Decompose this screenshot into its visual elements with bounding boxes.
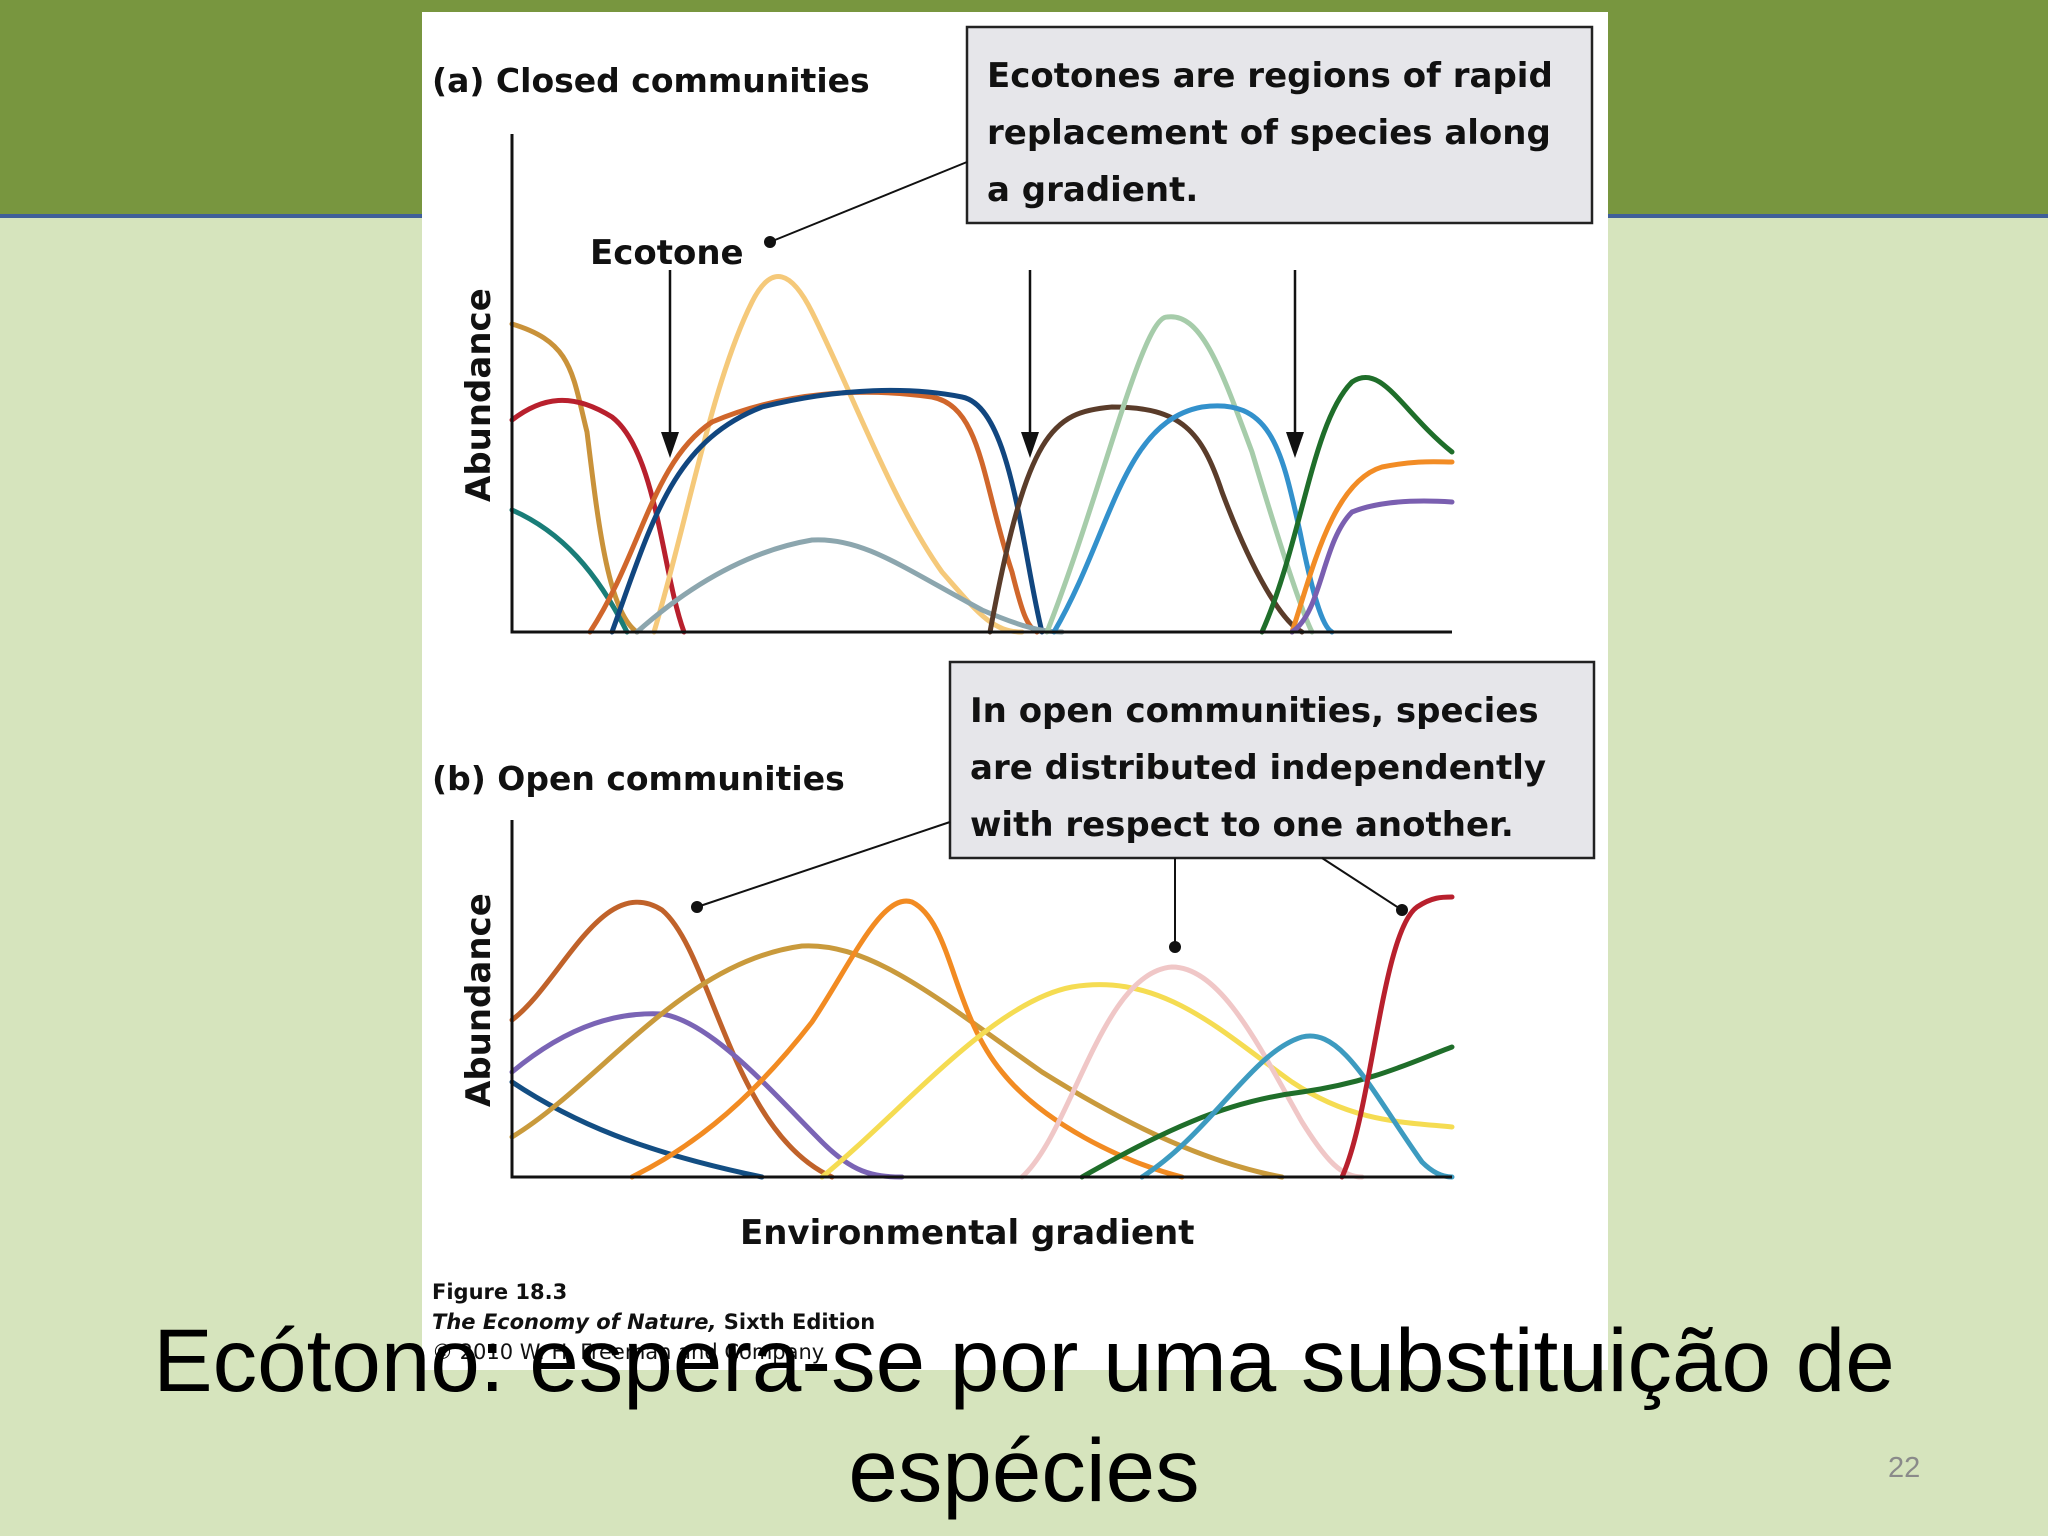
callout-a-line2: replacement of species along	[987, 113, 1551, 153]
ecotone-leader-dot	[764, 236, 776, 248]
ecotone-label: Ecotone	[590, 233, 744, 273]
species-curve	[1079, 1044, 1455, 1180]
figure-caption: Figure 18.3 The Economy of Nature, Sixth…	[432, 1277, 875, 1367]
callout-box-b	[948, 660, 1596, 860]
species-curve	[1051, 403, 1335, 635]
caption-title: Figure 18.3	[432, 1280, 568, 1304]
species-curve	[509, 507, 630, 635]
species-curve	[1139, 1033, 1455, 1180]
species-curve	[629, 898, 1185, 1180]
caption-book-edition: Sixth Edition	[716, 1310, 876, 1334]
species-curve	[509, 1011, 905, 1180]
slide-body-text: Ecótono: espera-se por uma substituição …	[0, 1305, 2048, 1525]
leader-dot	[1396, 904, 1408, 916]
species-curve	[1044, 314, 1315, 635]
x-axis-label: Environmental gradient	[740, 1213, 1195, 1253]
species-curve	[509, 1079, 765, 1180]
species-curve	[509, 943, 1285, 1180]
panel-a-axes	[510, 134, 1452, 634]
species-curve	[1289, 459, 1455, 635]
caption-copyright: © 2010 W. H. Freeman and Company	[432, 1340, 825, 1364]
species-curve	[1289, 498, 1455, 635]
caption-book-title: The Economy of Nature,	[432, 1310, 717, 1334]
caption-book: The Economy of Nature, Sixth Edition	[432, 1307, 875, 1337]
leader-dot	[691, 901, 703, 913]
open-community-curves	[509, 894, 1455, 1180]
ecotone-leader-line	[769, 161, 968, 243]
callout-b-line1: In open communities, species	[970, 691, 1539, 731]
species-curve	[634, 537, 1065, 635]
panel-b-title: (b) Open communities	[432, 759, 845, 798]
closed-community-curves	[509, 274, 1455, 635]
callout-a-line3: a gradient.	[987, 170, 1198, 210]
slide-text-line2: espécies	[848, 1420, 1200, 1520]
panel-a-title: (a) Closed communities	[432, 61, 870, 100]
callout-b-line2: are distributed independently	[970, 748, 1546, 788]
species-curve	[509, 321, 640, 635]
ecotone-arrows	[661, 270, 1304, 458]
species-curve	[987, 404, 1305, 635]
ecotone-figure: (a) Closed communities Ecotones are regi…	[432, 25, 1596, 1253]
callout-b-leaders	[696, 821, 1403, 947]
slide-text-line1: Ecótono: espera-se por uma substituição …	[153, 1310, 1895, 1410]
species-curve	[1019, 964, 1365, 1180]
panel-b-axes	[510, 820, 1452, 1179]
panel-a-y-axis-label: Abundance	[459, 288, 499, 502]
panel-b-y-axis-label: Abundance	[459, 893, 499, 1107]
species-curve	[1259, 374, 1455, 635]
species-curve	[609, 387, 1045, 635]
species-curve	[509, 899, 835, 1180]
page-number: 22	[1888, 1452, 1921, 1484]
callout-box-a	[965, 25, 1594, 225]
figure-panel: (a) Closed communities Ecotones are regi…	[422, 12, 1608, 1370]
species-curve	[1339, 894, 1455, 1180]
callout-a-line1: Ecotones are regions of rapid	[987, 56, 1553, 96]
leader-dot	[1169, 941, 1181, 953]
callout-b-line3: with respect to one another.	[970, 805, 1514, 845]
